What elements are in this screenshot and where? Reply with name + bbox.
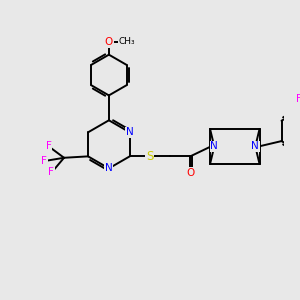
Text: F: F (41, 156, 47, 166)
Text: F: F (48, 167, 54, 178)
Text: O: O (186, 168, 194, 178)
Text: F: F (46, 142, 51, 152)
Text: CH₃: CH₃ (119, 38, 135, 46)
Text: S: S (146, 150, 153, 163)
Text: O: O (105, 37, 113, 47)
Text: N: N (210, 142, 218, 152)
Text: N: N (126, 127, 134, 137)
Text: N: N (105, 164, 113, 173)
Text: N: N (251, 142, 259, 152)
Text: F: F (296, 94, 300, 104)
